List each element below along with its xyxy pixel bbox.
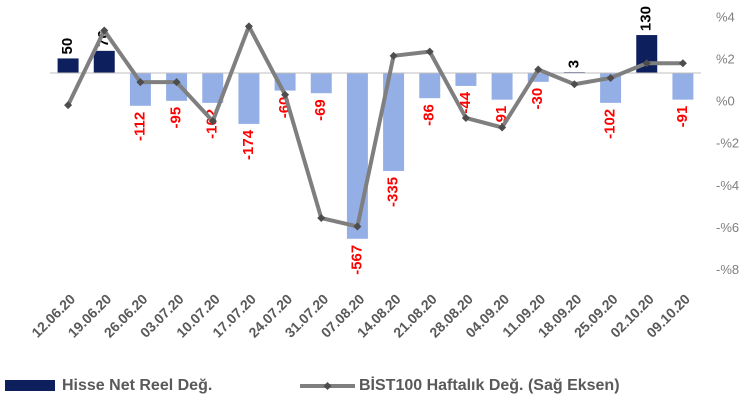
- data-label: -95: [168, 107, 185, 129]
- bar: [346, 73, 368, 239]
- data-label: 50: [59, 38, 76, 55]
- line-marker: [461, 113, 470, 122]
- line-marker: [317, 214, 326, 223]
- legend-marker: [323, 382, 332, 390]
- bar: [166, 73, 188, 101]
- line-marker: [281, 90, 290, 99]
- data-label: -174: [240, 129, 257, 160]
- bar: [491, 73, 513, 100]
- line-marker: [425, 47, 434, 56]
- line-marker: [570, 80, 579, 89]
- data-label: 3: [565, 60, 582, 68]
- y2-tick-label: %0: [716, 94, 735, 109]
- line-marker: [136, 78, 145, 87]
- bar: [238, 73, 260, 124]
- data-label: -91: [674, 106, 691, 128]
- y2-tick-label: -%4: [716, 178, 739, 193]
- y2-tick-label: %4: [716, 9, 735, 24]
- bar: [310, 73, 332, 94]
- line-marker: [100, 26, 109, 35]
- line-marker: [606, 73, 615, 82]
- line-marker: [244, 22, 253, 31]
- bar: [455, 73, 477, 86]
- line-marker: [353, 222, 362, 231]
- legend-label: Hisse Net Reel Değ.: [62, 377, 212, 394]
- line-marker: [208, 117, 217, 126]
- bar: [202, 73, 224, 103]
- data-label: -30: [529, 88, 546, 110]
- data-label: 130: [638, 6, 655, 31]
- data-label: -69: [312, 99, 329, 121]
- y2-tick-label: -%8: [716, 262, 739, 277]
- y2-tick-label: %2: [716, 51, 735, 66]
- bar: [129, 73, 151, 106]
- line: [66, 24, 683, 229]
- bar: [383, 73, 405, 171]
- bar: [527, 73, 549, 82]
- bar: [57, 58, 79, 74]
- data-label: -86: [421, 104, 438, 126]
- line-marker: [534, 65, 543, 74]
- bar: [93, 50, 115, 74]
- line-marker: [678, 59, 687, 68]
- data-label: -335: [385, 177, 402, 207]
- legend-swatch: [5, 380, 55, 391]
- line-marker: [498, 123, 507, 132]
- y2-tick-label: -%6: [716, 220, 739, 235]
- bar: [672, 73, 694, 100]
- line-marker: [642, 59, 651, 68]
- legend-label: BİST100 Haftalık Değ. (Sağ Eksen): [359, 376, 620, 394]
- bar: [419, 73, 441, 99]
- line-marker: [64, 101, 73, 110]
- data-label: -102: [602, 109, 619, 139]
- data-label: -112: [131, 112, 148, 141]
- data-label: -567: [348, 245, 365, 275]
- y2-tick-label: -%2: [716, 136, 739, 151]
- line-marker: [172, 78, 181, 87]
- line-marker: [389, 51, 398, 60]
